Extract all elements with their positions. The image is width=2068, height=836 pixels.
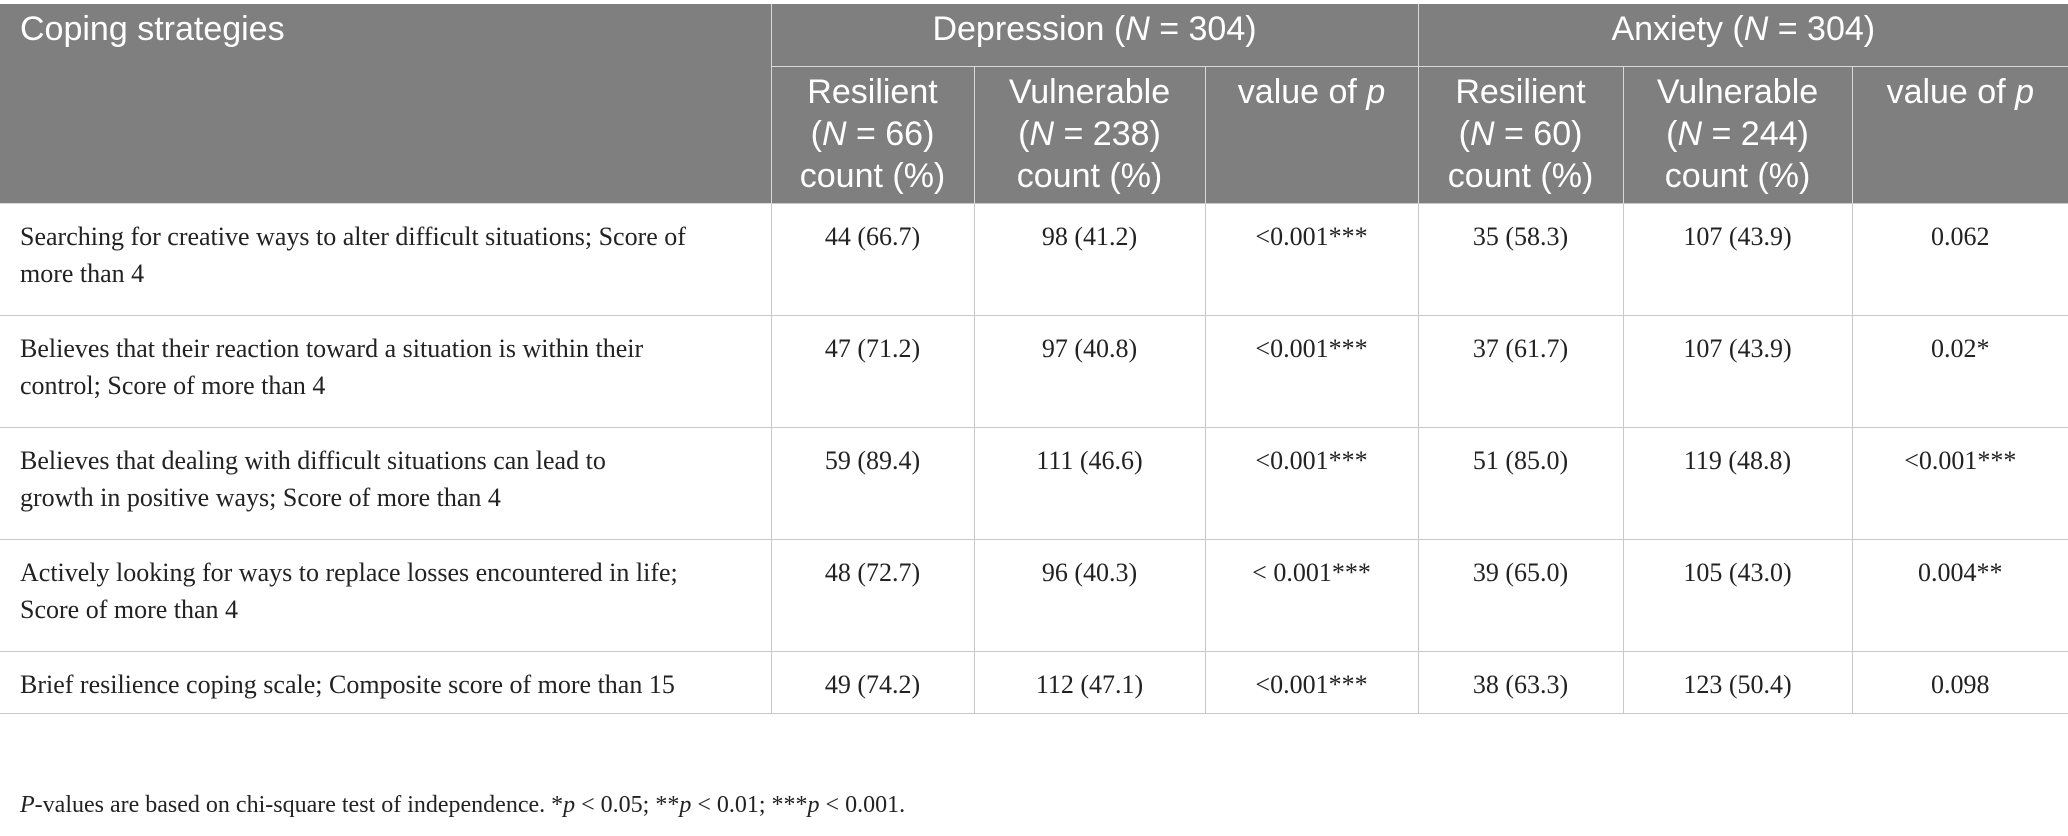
header-depression-p-value: value of p <box>1204 66 1419 204</box>
cell-anxiety-p-value: 0.004** <box>1851 539 2068 652</box>
cell-depression-vulnerable: 111 (46.6) <box>973 427 1206 540</box>
row-label: Believes that dealing with difficult sit… <box>0 427 772 540</box>
table-row: Believes that their reaction toward a si… <box>0 315 2068 428</box>
cell-depression-resilient: 48 (72.7) <box>770 539 975 652</box>
cell-anxiety-p-value: <0.001*** <box>1851 427 2068 540</box>
header-depression-resilient: Resilient (N = 66) count (%) <box>770 66 974 204</box>
cell-depression-resilient: 47 (71.2) <box>770 315 975 428</box>
cell-anxiety-vulnerable: 107 (43.9) <box>1622 203 1853 316</box>
cell-depression-p-value: <0.001*** <box>1204 315 1419 428</box>
cell-anxiety-resilient: 38 (63.3) <box>1417 651 1624 714</box>
row-label: Brief resilience coping scale; Composite… <box>0 651 772 714</box>
header-anxiety-p-value: value of p <box>1851 66 2068 204</box>
cell-anxiety-p-value: 0.062 <box>1851 203 2068 316</box>
cell-anxiety-p-value: 0.098 <box>1851 651 2068 714</box>
header-depression-vulnerable: Vulnerable (N = 238) count (%) <box>973 66 1205 204</box>
cell-depression-resilient: 49 (74.2) <box>770 651 975 714</box>
table-row: Actively looking for ways to replace los… <box>0 539 2068 652</box>
row-label: Actively looking for ways to replace los… <box>0 539 772 652</box>
header-anxiety-group: Anxiety (N = 304) <box>1417 4 2068 67</box>
cell-depression-p-value: <0.001*** <box>1204 651 1419 714</box>
cell-anxiety-resilient: 35 (58.3) <box>1417 203 1624 316</box>
cell-depression-resilient: 59 (89.4) <box>770 427 975 540</box>
cell-depression-p-value: <0.001*** <box>1204 203 1419 316</box>
cell-depression-resilient: 44 (66.7) <box>770 203 975 316</box>
table-footnote: P-values are based on chi-square test of… <box>20 792 906 818</box>
header-anxiety-resilient: Resilient (N = 60) count (%) <box>1417 66 1624 204</box>
header-depression-group: Depression (N = 304) <box>770 4 1419 67</box>
row-label: Believes that their reaction toward a si… <box>0 315 772 428</box>
table-row: Searching for creative ways to alter dif… <box>0 203 2068 316</box>
table-row: Brief resilience coping scale; Composite… <box>0 651 2068 714</box>
cell-depression-p-value: <0.001*** <box>1204 427 1419 540</box>
cell-depression-vulnerable: 98 (41.2) <box>973 203 1206 316</box>
cell-depression-vulnerable: 96 (40.3) <box>973 539 1206 652</box>
cell-anxiety-resilient: 37 (61.7) <box>1417 315 1624 428</box>
table-row: Believes that dealing with difficult sit… <box>0 427 2068 540</box>
cell-anxiety-vulnerable: 123 (50.4) <box>1622 651 1853 714</box>
cell-anxiety-vulnerable: 105 (43.0) <box>1622 539 1853 652</box>
cell-anxiety-p-value: 0.02* <box>1851 315 2068 428</box>
cell-depression-vulnerable: 112 (47.1) <box>973 651 1206 714</box>
header-coping-strategies: Coping strategies <box>0 4 771 204</box>
table-header: Coping strategies Depression (N = 304) A… <box>0 4 2068 204</box>
cell-anxiety-resilient: 39 (65.0) <box>1417 539 1624 652</box>
results-table-container: Coping strategies Depression (N = 304) A… <box>0 4 2068 714</box>
cell-depression-vulnerable: 97 (40.8) <box>973 315 1206 428</box>
table-body: Searching for creative ways to alter dif… <box>0 203 2068 714</box>
cell-depression-p-value: < 0.001*** <box>1204 539 1419 652</box>
cell-anxiety-vulnerable: 119 (48.8) <box>1622 427 1853 540</box>
cell-anxiety-resilient: 51 (85.0) <box>1417 427 1624 540</box>
cell-anxiety-vulnerable: 107 (43.9) <box>1622 315 1853 428</box>
header-anxiety-vulnerable: Vulnerable (N = 244) count (%) <box>1622 66 1853 204</box>
coping-strategies-table: Coping strategies Depression (N = 304) A… <box>0 4 2068 714</box>
row-label: Searching for creative ways to alter dif… <box>0 203 772 316</box>
